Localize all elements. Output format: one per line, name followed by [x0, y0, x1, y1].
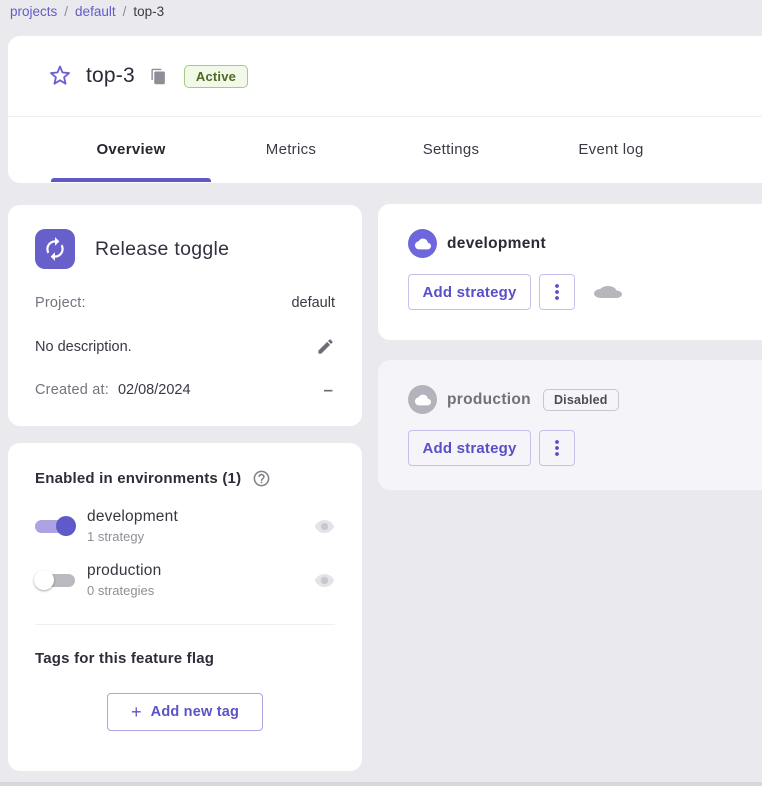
created-row: Created at: 02/08/2024 –	[35, 380, 335, 399]
development-toggle[interactable]	[35, 516, 76, 536]
panel-header: development	[408, 229, 748, 258]
environment-menu-button[interactable]	[539, 430, 575, 466]
active-tab-indicator	[51, 178, 211, 182]
flag-details-card: Release toggle Project: default No descr…	[8, 205, 362, 426]
cloud-environment-icon	[408, 385, 437, 414]
tab-overview-label: Overview	[96, 141, 166, 158]
panel-actions: Add strategy	[408, 430, 748, 466]
kebab-icon	[555, 284, 559, 300]
created-value: 02/08/2024	[117, 382, 191, 398]
panel-environment-name: production	[447, 390, 531, 408]
tab-settings-label: Settings	[422, 141, 480, 158]
add-new-tag-button[interactable]: + Add new tag	[107, 693, 263, 731]
release-toggle-icon	[35, 229, 75, 269]
flag-type-row: Release toggle	[35, 229, 335, 269]
collapse-details-button[interactable]: –	[323, 380, 333, 399]
lifecycle-cloud-icon	[594, 286, 622, 298]
environment-name: production	[87, 562, 162, 579]
tags-section: Tags for this feature flag + Add new tag	[8, 625, 362, 756]
environments-section-title: Enabled in environments (1)	[35, 470, 242, 487]
visibility-eye-icon[interactable]	[314, 516, 335, 537]
breadcrumb-separator: /	[64, 4, 69, 19]
page-title: top-3	[86, 64, 135, 87]
tab-event-log-label: Event log	[578, 141, 644, 158]
edit-description-icon[interactable]	[316, 337, 335, 356]
environment-strategy-count: 0 strategies	[87, 583, 155, 598]
visibility-eye-icon[interactable]	[314, 570, 335, 591]
favorite-star-icon[interactable]	[48, 64, 72, 88]
tab-event-log[interactable]: Event log	[531, 117, 691, 182]
production-environment-panel: production Disabled Add strategy	[378, 360, 762, 490]
breadcrumb-current: top-3	[133, 4, 165, 19]
development-environment-panel: development Add strategy	[378, 204, 762, 340]
breadcrumb-separator: /	[122, 4, 127, 19]
breadcrumb-projects-link[interactable]: projects	[10, 4, 58, 19]
panel-environment-name: development	[447, 234, 546, 252]
description-row: No description.	[35, 337, 335, 356]
plus-icon: +	[130, 702, 142, 722]
tags-section-title: Tags for this feature flag	[35, 650, 215, 667]
project-label: Project:	[35, 295, 86, 311]
tab-settings[interactable]: Settings	[371, 117, 531, 182]
flag-title-row: top-3 Active	[8, 36, 762, 117]
toggle-thumb	[56, 516, 76, 536]
tab-metrics-label: Metrics	[265, 141, 317, 158]
status-badge: Active	[183, 64, 249, 88]
created-label: Created at:	[35, 382, 109, 398]
panel-header: production Disabled	[408, 385, 748, 414]
breadcrumb-default-link[interactable]: default	[75, 4, 116, 19]
description-text: No description.	[35, 338, 132, 355]
add-strategy-button[interactable]: Add strategy	[408, 430, 531, 466]
production-toggle[interactable]	[34, 570, 75, 590]
disabled-badge: Disabled	[542, 388, 619, 411]
kebab-icon	[555, 440, 559, 456]
panel-actions: Add strategy	[408, 274, 748, 310]
environment-strategy-count: 1 strategy	[87, 529, 145, 544]
copy-name-icon[interactable]	[150, 68, 167, 85]
tab-overview[interactable]: Overview	[51, 117, 211, 182]
breadcrumb: projects / default / top-3	[10, 4, 164, 19]
environment-name: development	[87, 508, 178, 525]
flag-type-label: Release toggle	[95, 237, 230, 260]
environment-row-development: development 1 strategy	[35, 508, 335, 544]
cloud-environment-icon	[408, 229, 437, 258]
viewport-bottom-edge	[0, 782, 762, 786]
toggle-thumb	[34, 570, 54, 590]
enabled-environments-section: Enabled in environments (1) development …	[8, 443, 362, 625]
add-strategy-button[interactable]: Add strategy	[408, 274, 531, 310]
help-icon[interactable]	[252, 469, 271, 488]
environments-and-tags-card: Enabled in environments (1) development …	[8, 443, 362, 771]
flag-header-card: top-3 Active Overview Metrics Settings E…	[8, 36, 762, 183]
tab-metrics[interactable]: Metrics	[211, 117, 371, 182]
card-divider	[35, 624, 335, 625]
add-new-tag-label: Add new tag	[150, 704, 240, 720]
tab-bar: Overview Metrics Settings Event log	[8, 117, 762, 182]
environment-menu-button[interactable]	[539, 274, 575, 310]
project-value: default	[291, 295, 335, 311]
project-row: Project: default	[35, 295, 335, 311]
environment-row-production: production 0 strategies	[34, 562, 335, 598]
